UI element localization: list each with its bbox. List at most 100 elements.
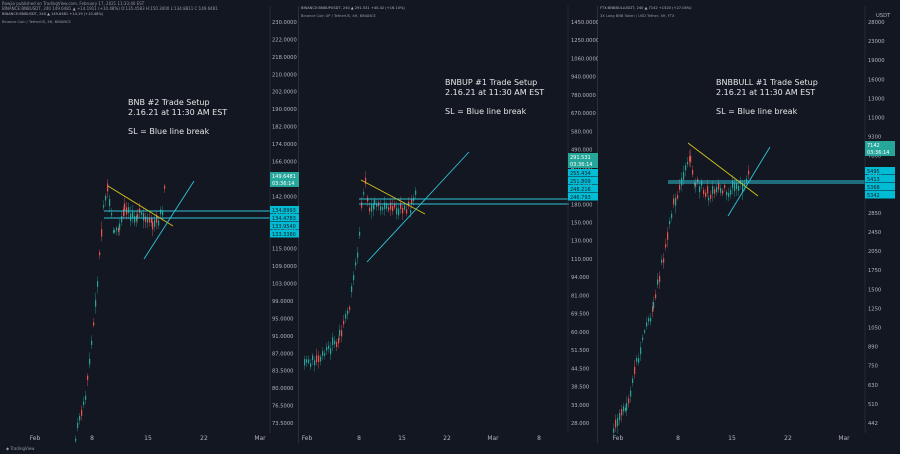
candle-body bbox=[147, 217, 149, 223]
candle-body bbox=[677, 195, 679, 199]
level-tag-bg bbox=[270, 206, 299, 214]
candle-body bbox=[695, 182, 697, 188]
candle-body bbox=[114, 230, 116, 233]
candle-body bbox=[655, 294, 657, 298]
y-tick-label: 218.0000 bbox=[272, 55, 297, 61]
candle-body bbox=[722, 190, 724, 194]
unit-label: USDT bbox=[876, 13, 891, 19]
panel-subtitle: Binance Coin / TetherUS, 4H, BINANCE bbox=[2, 20, 71, 24]
candle-body bbox=[363, 192, 365, 195]
candle-body bbox=[650, 317, 652, 322]
candle-body bbox=[345, 314, 347, 319]
x-tick-label: 8 bbox=[537, 435, 541, 442]
candle-body bbox=[402, 207, 404, 214]
candle-body bbox=[137, 214, 139, 219]
y-tick-label: 180.000 bbox=[571, 202, 592, 208]
candle-body bbox=[705, 192, 707, 197]
candle-body bbox=[136, 215, 138, 222]
candle-body bbox=[124, 203, 126, 212]
candle-body bbox=[613, 428, 615, 433]
y-tick-label: 410.000 bbox=[571, 166, 592, 172]
candle-body bbox=[646, 322, 648, 327]
candle-body bbox=[334, 340, 336, 345]
blue-trendline bbox=[143, 180, 195, 260]
chart-panel-3[interactable]: FTX:BNBBULLUSDT, 240 ▲ 7142 +1520 (+27.0… bbox=[598, 6, 900, 443]
y-tick-label: 182.0000 bbox=[272, 125, 297, 131]
candle-body bbox=[160, 209, 162, 215]
candle-body bbox=[128, 207, 130, 213]
candle-body bbox=[132, 211, 134, 219]
chart-plot[interactable]: 1450.0000 1250.0000 1060.0000 940.0000 780.0… bbox=[299, 6, 598, 443]
y-tick-label: 44.500 bbox=[571, 366, 589, 372]
symbol-line: BINANCE:BNBUSDT, 240 149.6481 ▲ +14.1911… bbox=[2, 6, 218, 11]
y-tick-label: 750 bbox=[868, 364, 878, 370]
candle-body bbox=[91, 340, 93, 346]
candle-body bbox=[669, 221, 671, 225]
x-tick-label: Mar bbox=[487, 435, 499, 442]
candle-body bbox=[123, 209, 125, 216]
candle-body bbox=[703, 189, 705, 195]
candle-body bbox=[734, 183, 736, 192]
candle-body bbox=[390, 202, 392, 210]
candle-body bbox=[671, 214, 673, 219]
blue-trendline bbox=[727, 146, 771, 217]
chart-plot[interactable]: 2800023000190001600013000110009300780039… bbox=[598, 6, 900, 443]
candle-body bbox=[306, 359, 308, 363]
y-tick-label: 174.0000 bbox=[272, 142, 297, 148]
tradingview-logo[interactable]: ◆ TradingView bbox=[6, 446, 35, 451]
note-stoploss: SL = Blue line break bbox=[445, 107, 527, 116]
candle-body bbox=[316, 355, 318, 363]
candle-body bbox=[694, 182, 696, 185]
y-tick-label: 33.000 bbox=[571, 403, 589, 409]
candle-body bbox=[687, 162, 689, 165]
chart-panel-2[interactable]: BINANCE:BNBUPUSDT, 240 ▲ 291.531 +40.42 … bbox=[299, 6, 598, 443]
candle-body bbox=[652, 306, 654, 312]
x-tick-label: Feb bbox=[302, 435, 313, 442]
y-tick-label: 490.000 bbox=[571, 148, 592, 154]
panel-symbol: BINANCE:BNBUSDT, 240 ▲ 149.6481 +14.19 (… bbox=[2, 12, 104, 16]
candle-body bbox=[663, 258, 665, 263]
candle-body bbox=[690, 155, 692, 163]
candle-body bbox=[79, 416, 81, 421]
level-tag-bg bbox=[270, 214, 299, 222]
candle-body bbox=[398, 208, 400, 216]
y-tick-label: 1750 bbox=[868, 268, 881, 274]
candle-body bbox=[93, 322, 95, 326]
panel-symbol: BINANCE:BNBUPUSDT, 240 ▲ 291.531 +40.42 … bbox=[301, 6, 405, 10]
candle-body bbox=[628, 398, 630, 404]
candle-body bbox=[374, 199, 376, 205]
candle-body bbox=[116, 227, 118, 231]
candle-body bbox=[145, 216, 147, 223]
y-tick-label: 166.0000 bbox=[272, 159, 297, 165]
candle-body bbox=[653, 302, 655, 309]
chart-plot[interactable]: 230.0000 222.0000 218.0000 210.0000 202.0000… bbox=[0, 6, 299, 443]
candle-body bbox=[349, 306, 351, 310]
note-title: BNBUP #1 Trade Setup bbox=[445, 78, 538, 87]
candle-body bbox=[89, 358, 91, 365]
y-tick-label: 150.000 bbox=[571, 221, 592, 227]
y-tick-label: 1060.0000 bbox=[571, 56, 598, 62]
x-tick-label: Mar bbox=[254, 435, 266, 442]
price-tag-timer: 03:36:14 bbox=[272, 181, 294, 187]
y-tick-label: 83.5000 bbox=[272, 369, 293, 375]
y-tick-label: 51.500 bbox=[571, 348, 589, 354]
y-tick-label: 2850 bbox=[868, 211, 881, 217]
candle-body bbox=[310, 363, 312, 368]
y-tick-label: 99.0000 bbox=[272, 299, 293, 305]
candle-body bbox=[324, 353, 326, 356]
candle-body bbox=[675, 197, 677, 206]
y-tick-label: 890 bbox=[868, 345, 878, 351]
candle-body bbox=[328, 345, 330, 349]
level-tag-value: 251.809 bbox=[570, 179, 591, 185]
candle-body bbox=[632, 378, 634, 383]
candle-body bbox=[119, 223, 121, 230]
candle-body bbox=[376, 204, 378, 207]
candle-body bbox=[740, 180, 742, 184]
y-tick-label: 630 bbox=[868, 383, 878, 389]
y-tick-label: 230.0000 bbox=[272, 20, 297, 26]
y-tick-label: 202.0000 bbox=[272, 90, 297, 96]
candle-body bbox=[371, 203, 373, 212]
y-tick-label: 38.500 bbox=[571, 385, 589, 391]
candle-body bbox=[332, 337, 334, 346]
chart-panel-1[interactable]: BINANCE:BNBUSDT, 240 ▲ 149.6481 +14.19 (… bbox=[0, 6, 299, 443]
